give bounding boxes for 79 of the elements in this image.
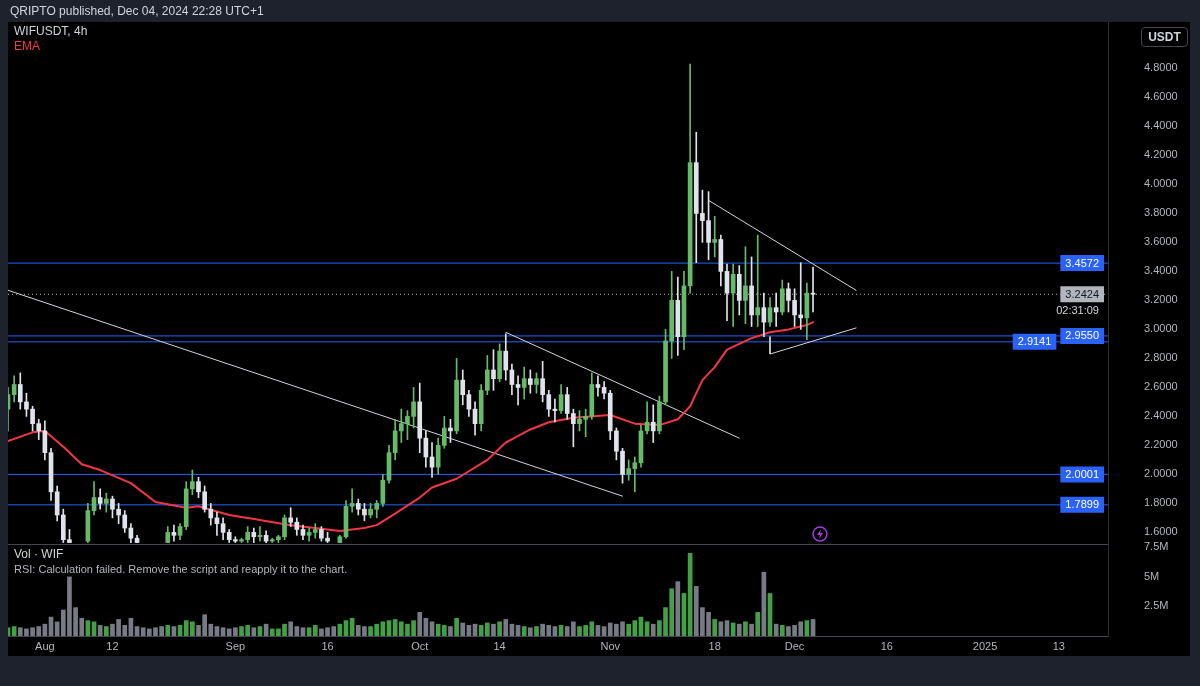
ref-line-label: 3.4572	[1065, 256, 1100, 269]
bar	[312, 625, 318, 636]
candlestick	[755, 234, 761, 327]
ref-line-label: 1.7899	[1065, 498, 1100, 511]
bar	[103, 626, 109, 636]
y-tick-label: 2.2000	[1144, 438, 1178, 451]
bar	[755, 612, 761, 636]
bar	[736, 623, 742, 636]
candlestick	[712, 215, 718, 258]
y-tick-label: 2.5M	[1144, 599, 1169, 612]
chart-title: Vol · WIF	[14, 547, 64, 562]
bar	[448, 626, 453, 636]
x-tick-label: 2025	[972, 639, 998, 652]
x-tick-label: Oct	[411, 639, 429, 652]
y-tick-label: 2.4000	[1144, 409, 1178, 422]
bar	[743, 621, 748, 636]
x-tick-label: 13	[1052, 639, 1065, 652]
bar	[97, 625, 103, 636]
x-tick-label: 16	[880, 639, 893, 652]
ref-line-label: 2.0001	[1065, 467, 1100, 480]
ref-line-label: 3.2424	[1065, 287, 1100, 300]
annotation: 02:31:09	[1056, 304, 1099, 317]
x-tick-label: 14	[493, 639, 506, 652]
bar	[460, 622, 466, 636]
y-tick-label: 2.0000	[1144, 467, 1178, 480]
y-tick-label: 4.8000	[1144, 61, 1178, 74]
x-tick-label: Nov	[600, 639, 621, 652]
y-tick-label: 4.0000	[1144, 177, 1178, 190]
chart-title: WIFUSDT, 4h	[14, 24, 88, 39]
x-tick-label: Dec	[784, 639, 805, 652]
y-tick-label: 3.6000	[1144, 235, 1178, 248]
x-tick-label: Sep	[225, 639, 246, 652]
text: EMA	[14, 39, 41, 54]
y-tick-label: 4.4000	[1144, 119, 1178, 132]
bar	[650, 623, 656, 636]
bar	[251, 627, 257, 636]
y-tick-label: 3.4000	[1144, 264, 1178, 277]
candlestick	[595, 375, 601, 397]
candlestick	[810, 266, 816, 313]
candlestick	[349, 488, 355, 513]
y-tick-label: 1.6000	[1144, 525, 1178, 538]
bar	[497, 621, 502, 636]
candlestick	[515, 375, 521, 406]
y-tick-label: 3.0000	[1144, 322, 1178, 335]
bar	[779, 625, 785, 636]
y-tick-label: 4.2000	[1144, 148, 1178, 161]
bar	[306, 627, 312, 636]
bar	[521, 626, 527, 636]
candlestick	[312, 523, 318, 539]
bar	[503, 619, 509, 636]
x-tick-label: 16	[321, 639, 334, 652]
x-tick-label: 12	[106, 639, 119, 652]
bar	[528, 627, 533, 636]
y-tick-label: 5M	[1144, 569, 1160, 582]
bar	[417, 612, 423, 636]
bar	[749, 623, 754, 636]
y-tick-label: 4.6000	[1144, 90, 1178, 103]
y-tick-label: 2.6000	[1144, 380, 1178, 393]
bar	[534, 626, 539, 636]
annotation: RSI: Calculation failed. Remove the script and reapply it to the chart.	[14, 563, 348, 576]
y-tick-label: 2.8000	[1144, 351, 1178, 364]
text: QRIPTO published, Dec 04, 2024 22:28 UTC+1	[10, 4, 264, 19]
bar	[165, 625, 171, 636]
y-tick-label: 3.8000	[1144, 206, 1178, 219]
y-tick-label: 3.2000	[1144, 293, 1178, 306]
bar	[300, 627, 306, 636]
bar	[441, 625, 447, 636]
candlestick	[650, 404, 656, 443]
y-tick-label: 1.8000	[1144, 496, 1178, 509]
bar	[712, 619, 718, 636]
ref-line-label: 2.9550	[1065, 329, 1100, 342]
ref-line-label: 2.9141	[1017, 335, 1052, 348]
y-axis-title: USDT	[1141, 27, 1188, 47]
x-tick-label: Aug	[35, 639, 55, 652]
bar	[220, 627, 226, 636]
bar	[454, 617, 459, 636]
y-tick-label: 7.5M	[1144, 540, 1169, 553]
bar	[491, 623, 496, 636]
x-tick-label: 18	[708, 639, 721, 652]
